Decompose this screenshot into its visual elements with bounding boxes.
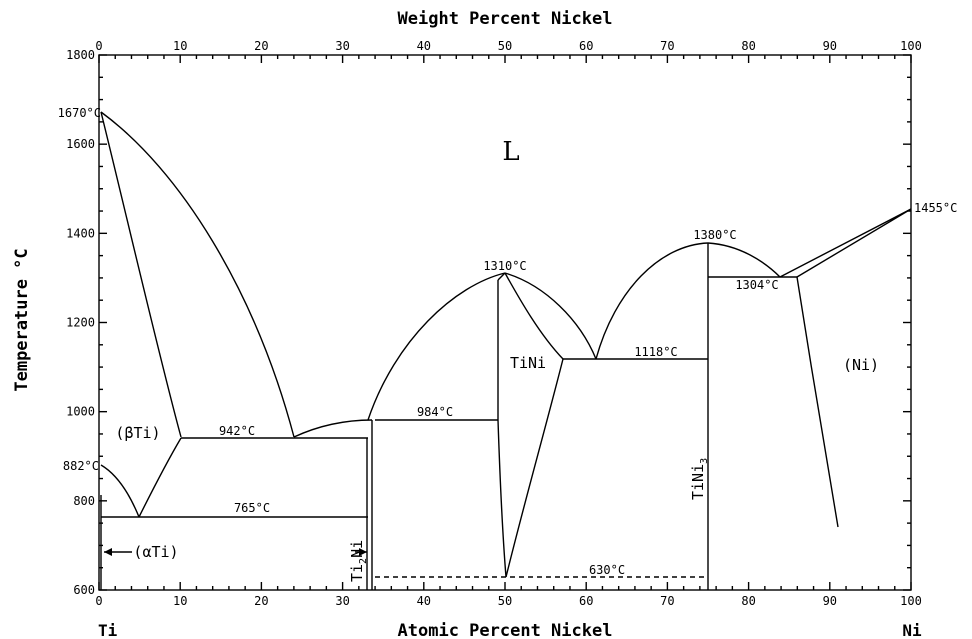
axis-tick-labels: 0 10 20 30 40 50 60 70 80 90 1000 10 20 30 40 50 60 70 80 9… [66,39,922,608]
top-axis-title: Weight Percent Nickel [398,9,613,29]
x-tick-label: 50 [498,594,512,608]
x-tick-label: 0 [95,594,102,608]
liquidus-tini3-left [595,242,709,360]
x-tick-label: 60 [579,594,593,608]
x-tick-label: 20 [254,594,268,608]
x-tick-label: 100 [900,594,922,608]
axis-ticks [98,54,912,591]
phase-boundaries [100,111,912,590]
y-tick-label: 1200 [66,316,95,330]
element-ti-label: Ti [98,621,118,639]
y-tick-label: 1400 [66,226,95,240]
temp-label-1118: 1118°C [634,345,677,359]
temp-label-630: 630°C [589,563,625,577]
solidus-beta-ti [100,111,182,438]
top-tick-label: 50 [498,39,512,53]
top-tick-label: 40 [417,39,431,53]
ni-solvus [796,276,839,528]
x-tick-label: 70 [660,594,674,608]
phase-label-alpha-ti: (αTi) [133,543,178,561]
y-tick-label: 800 [73,494,95,508]
y-tick-label: 600 [73,583,95,597]
ti2ni-pre: Ti [348,564,366,582]
top-tick-label: 0 [95,39,102,53]
arrows [104,548,367,556]
temp-label-1455: 1455°C [914,201,957,215]
phase-label-beta-ti: (βTi) [115,424,160,442]
top-tick-label: 10 [173,39,187,53]
temp-label-882: 882°C [63,459,99,473]
phase-label-liquid: L [502,137,519,167]
temp-label-1380: 1380°C [693,228,736,242]
liquidus-tini-left [367,272,506,421]
top-tick-label: 100 [900,39,922,53]
liquidus-to-ti2ni [293,419,373,438]
liquidus-ti-side [100,111,295,438]
temp-label-1310: 1310°C [483,259,526,273]
bottom-axis-title: Atomic Percent Nickel [398,621,613,639]
y-tick-label: 1800 [66,48,95,62]
phase-label-tini3: TiNi3 [689,458,710,500]
top-tick-label: 90 [823,39,837,53]
x-tick-label: 80 [741,594,755,608]
x-tick-label: 10 [173,594,187,608]
plot-frame [98,54,912,591]
phase-label-ti2ni: Ti2Ni [348,540,369,582]
phase-label-tini: TiNi [510,354,546,372]
x-tick-label: 40 [417,594,431,608]
tini3-pre: TiNi [689,464,707,500]
top-tick-label: 30 [335,39,349,53]
top-tick-label: 20 [254,39,268,53]
ti2ni-post: Ni [348,540,366,558]
tini-right-solidus [504,272,564,360]
liquidus-tini-right [504,272,597,360]
y-axis-title: Temperature °C [12,248,32,391]
tini-top-left [497,272,506,281]
temp-label-1304: 1304°C [735,278,778,292]
beta-transus-left [100,464,140,518]
top-tick-label: 70 [660,39,674,53]
beta-transus-right [138,437,182,518]
temp-label-942: 942°C [219,424,255,438]
top-tick-label: 80 [741,39,755,53]
solidus-ni-side [796,208,912,278]
temp-label-1670: 1670°C [58,106,101,120]
top-tick-label: 60 [579,39,593,53]
y-tick-label: 1600 [66,137,95,151]
y-tick-label: 1000 [66,405,95,419]
tini-lower-right [505,358,564,578]
liquidus-ni-side [779,208,912,278]
tini3-sub: 3 [699,458,710,464]
temp-label-765: 765°C [234,501,270,515]
element-ni-label: Ni [902,621,922,639]
liquidus-tini3-right [707,242,781,278]
ti2ni-sub: 2 [358,558,369,564]
x-tick-label: 90 [823,594,837,608]
tini-lower-left [497,419,507,578]
phase-label-ni: (Ni) [843,356,879,374]
temp-label-984: 984°C [417,405,453,419]
x-tick-label: 30 [335,594,349,608]
